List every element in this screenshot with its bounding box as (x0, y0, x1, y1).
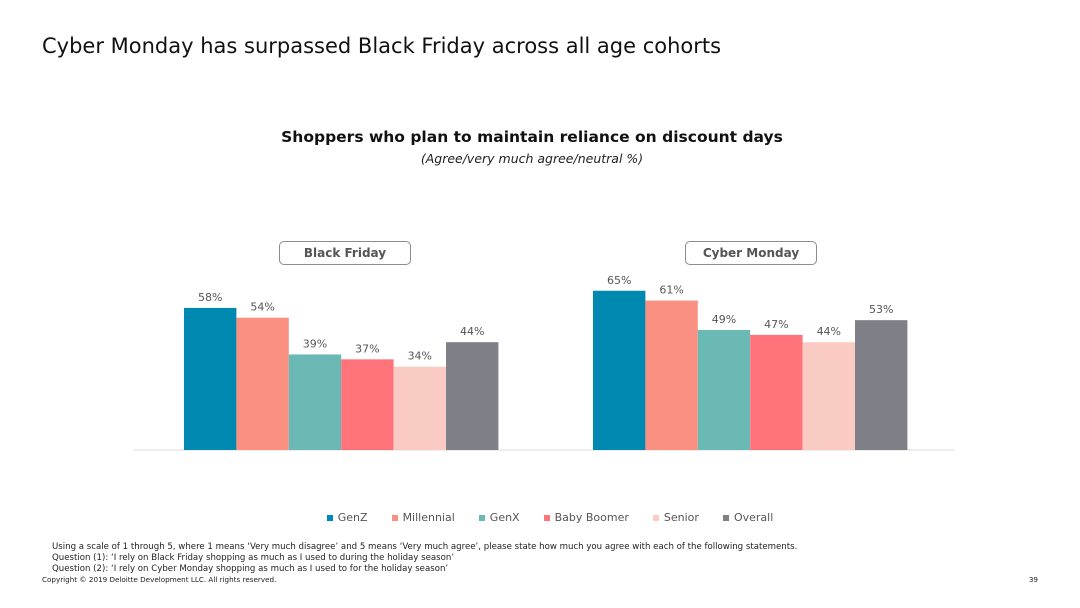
group-label-black-friday: Black Friday (279, 241, 411, 265)
footnotes: Using a scale of 1 through 5, where 1 me… (52, 542, 797, 575)
group-label-cyber-monday: Cyber Monday (685, 241, 817, 265)
legend-label-senior: Senior (663, 511, 699, 524)
legend-swatch-genx (478, 514, 485, 521)
data-label-black-friday-overall: 44% (460, 325, 484, 338)
legend-label-genz: GenZ (337, 511, 368, 524)
data-label-cyber-monday-millennial: 61% (659, 284, 683, 297)
footnote-scale: Using a scale of 1 through 5, where 1 me… (52, 542, 798, 552)
copyright-text: Copyright © 2019 Deloitte Development LL… (42, 575, 277, 584)
bar-black-friday-overall (446, 342, 499, 450)
bar-black-friday-senior (393, 366, 446, 450)
data-label-black-friday-genx: 39% (303, 337, 327, 350)
data-label-cyber-monday-baby-boomer: 47% (764, 318, 788, 331)
data-label-black-friday-baby-boomer: 37% (355, 342, 379, 355)
legend-item-overall: Overall (722, 511, 774, 524)
chart-legend: GenZ Millennial GenX Baby Boomer Senior Overa… (0, 511, 1080, 524)
footnote-question-1: Question (1): ‘I rely on Black Friday sh… (52, 553, 455, 563)
legend-item-genz: GenZ (326, 511, 368, 524)
bar-cyber-monday-overall (855, 320, 908, 450)
slide-title: Cyber Monday has surpassed Black Friday … (42, 34, 722, 58)
legend-item-millennial: Millennial (391, 511, 455, 524)
legend-swatch-millennial (391, 514, 398, 521)
data-label-cyber-monday-genx: 49% (712, 313, 736, 326)
bar-cyber-monday-senior (802, 342, 855, 450)
bar-cyber-monday-genz (593, 290, 646, 450)
page-number: 39 (1028, 575, 1038, 584)
legend-swatch-genz (326, 514, 333, 521)
bar-black-friday-millennial (236, 317, 289, 450)
legend-label-overall: Overall (733, 511, 774, 524)
data-label-cyber-monday-overall: 53% (869, 303, 893, 316)
legend-label-baby-boomer: Baby Boomer (554, 511, 629, 524)
data-label-cyber-monday-senior: 44% (817, 325, 841, 338)
data-label-black-friday-senior: 34% (408, 350, 432, 363)
bar-cyber-monday-baby-boomer (750, 334, 803, 450)
data-label-black-friday-genz: 58% (198, 291, 222, 304)
bar-black-friday-genz (184, 307, 237, 450)
chart-title: Shoppers who plan to maintain reliance o… (281, 128, 783, 146)
bar-cyber-monday-millennial (645, 300, 698, 450)
bar-black-friday-baby-boomer (341, 359, 394, 450)
bar-black-friday-genx (288, 354, 342, 450)
legend-item-senior: Senior (652, 511, 699, 524)
legend-swatch-baby-boomer (543, 514, 550, 521)
legend-item-genx: GenX (478, 511, 520, 524)
footnote-question-2: Question (2): ‘I rely on Cyber Monday sh… (52, 564, 449, 574)
legend-label-millennial: Millennial (402, 511, 455, 524)
data-label-black-friday-millennial: 54% (250, 301, 274, 314)
legend-swatch-senior (652, 514, 659, 521)
data-label-cyber-monday-genz: 65% (607, 274, 631, 287)
chart-subtitle: (Agree/very much agree/neutral %) (420, 151, 644, 166)
bar-cyber-monday-genx (697, 329, 751, 450)
legend-swatch-overall (722, 514, 729, 521)
legend-label-genx: GenX (489, 511, 520, 524)
legend-item-baby-boomer: Baby Boomer (543, 511, 629, 524)
